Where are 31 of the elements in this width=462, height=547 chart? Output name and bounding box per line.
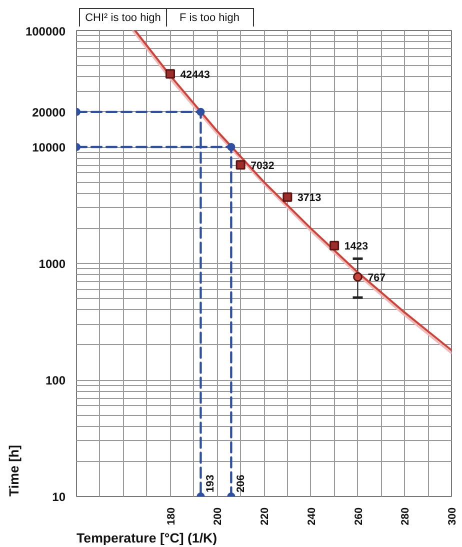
point [353,272,362,282]
data-label: 767 [368,272,386,284]
text: CHI² is too high [79,8,167,30]
y-tick-label: 100000 [25,24,66,38]
x-tick-label: 260 [352,507,365,526]
data-label: 1423 [344,240,368,253]
data-label: 3713 [297,192,322,204]
x-tick-label: 200 [212,507,224,526]
x-tick-label: 220 [259,507,271,526]
y-tick-label: 10000 [32,140,66,154]
point [227,143,236,151]
x-axis-title: Temperature [°C] (1/K) [76,530,218,546]
annotation: 206 [235,474,248,492]
x-tick-label: 300 [446,507,458,526]
point [330,240,340,250]
y-tick-label: 100 [45,374,66,388]
text: F is too high [166,8,254,30]
x-tick-label: 180 [165,507,178,526]
y-tick-label: 20000 [32,105,66,120]
data-label: 7032 [250,160,274,172]
y-axis-title: Time [h] [6,444,22,496]
point [166,69,175,79]
y-tick-label: 10 [52,490,66,504]
y-tick-label: 1000 [38,257,66,271]
point [196,108,205,116]
x-tick-label: 280 [400,507,412,526]
annotation: 193 [204,474,217,492]
point [282,192,292,202]
data-label: 42443 [180,68,210,81]
point [236,160,246,170]
x-tick-label: 240 [306,507,318,526]
